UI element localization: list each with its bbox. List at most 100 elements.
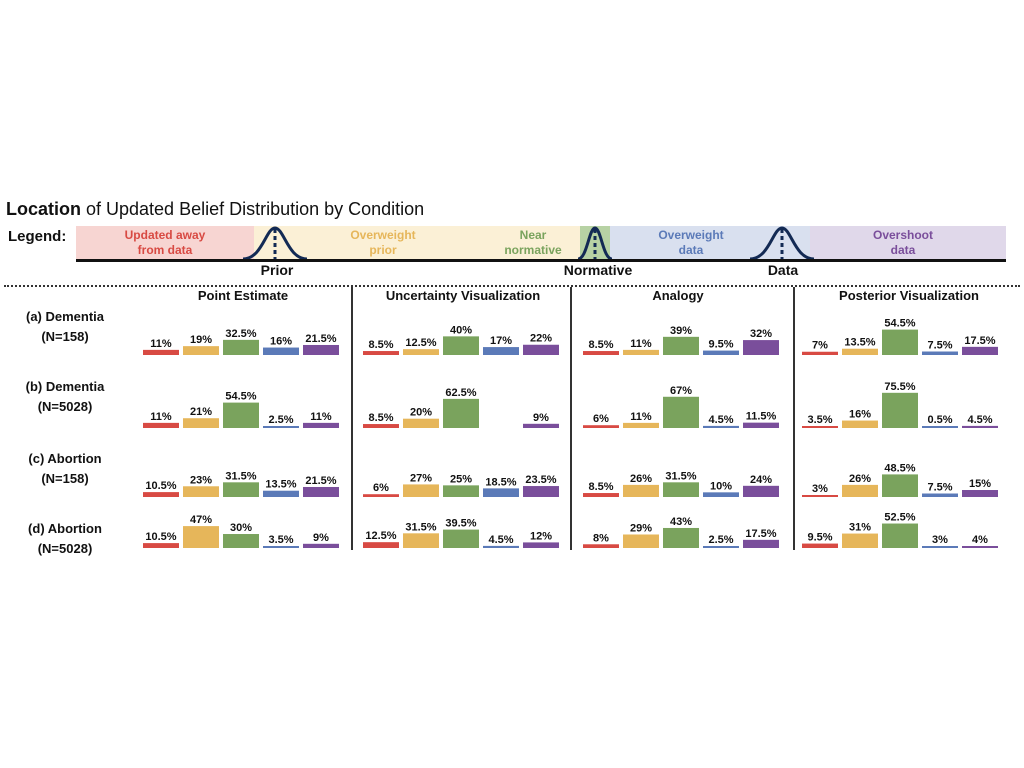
legend-text-normative: Near normative <box>504 228 562 257</box>
bar-r0-c0-data <box>263 347 299 355</box>
bar-r3-c2-overshoot <box>743 539 779 548</box>
bar-label-r3-c3-normative: 52.5% <box>884 512 915 524</box>
bar-label-r2-c1-normative: 25% <box>450 473 472 485</box>
bar-label-r1-c2-data: 4.5% <box>708 414 733 426</box>
bar-label-r1-c0-overshoot: 11% <box>310 411 332 423</box>
legend-band-prior <box>254 226 580 261</box>
bar-r0-c0-prior <box>183 346 219 355</box>
bar-label-r2-c2-prior: 26% <box>630 473 652 485</box>
bar-label-r0-c3-normative: 54.5% <box>884 318 915 330</box>
bar-r0-c0-normative <box>223 339 259 355</box>
bar-label-r1-c0-data: 2.5% <box>268 414 293 426</box>
legend-label: Legend: <box>8 228 67 245</box>
bar-r0-c1-overshoot <box>523 344 559 355</box>
bar-label-r2-c0-overshoot: 21.5% <box>305 475 336 487</box>
bar-label-r0-c0-data: 16% <box>270 336 292 348</box>
bar-r3-c2-prior <box>623 534 659 548</box>
bar-label-r3-c0-normative: 30% <box>230 522 252 534</box>
bar-r2-c0-data <box>263 490 299 497</box>
bar-label-r0-c3-prior: 13.5% <box>844 337 875 349</box>
bar-label-r1-c3-overshoot: 4.5% <box>967 414 992 426</box>
bar-r0-c1-normative <box>443 336 479 355</box>
legend-band-overshoot <box>810 226 1006 261</box>
bar-r2-c2-normative <box>663 482 699 497</box>
bar-label-r0-c0-overshoot: 21.5% <box>305 333 336 345</box>
bar-r1-c2-away <box>583 425 619 428</box>
bar-label-r0-c1-normative: 40% <box>450 324 472 336</box>
bar-r2-c0-overshoot <box>303 486 339 497</box>
bar-r1-c3-normative <box>882 392 918 428</box>
bar-label-r0-c2-data: 9.5% <box>708 339 733 351</box>
column-divider-3 <box>793 287 795 550</box>
bar-r0-c2-away <box>583 351 619 355</box>
bar-label-r0-c2-overshoot: 32% <box>750 328 772 340</box>
bar-label-r2-c0-data: 13.5% <box>265 479 296 491</box>
legend-text-data: Overweight data <box>658 228 724 257</box>
bar-r0-c0-away <box>143 349 179 355</box>
bar-r1-c1-overshoot <box>523 423 559 428</box>
bar-r1-c2-prior <box>623 422 659 428</box>
legend-text-away: Updated away from data <box>124 228 206 257</box>
bar-label-r3-c1-overshoot: 12% <box>530 530 552 542</box>
bar-r3-c3-overshoot <box>962 546 998 548</box>
bar-r3-c1-data <box>483 545 519 548</box>
bar-label-r0-c2-away: 8.5% <box>588 339 613 351</box>
bar-label-r2-c2-overshoot: 24% <box>750 474 772 486</box>
bar-label-r1-c3-prior: 16% <box>849 409 871 421</box>
bar-r0-c2-overshoot <box>743 340 779 355</box>
bar-label-r0-c1-prior: 12.5% <box>405 337 436 349</box>
bar-r0-c1-prior <box>403 349 439 355</box>
bar-r0-c1-data <box>483 347 519 355</box>
bar-r0-c3-normative <box>882 329 918 355</box>
column-header-posterior-visualization: Posterior Visualization <box>839 288 979 303</box>
prior-curve <box>242 226 308 261</box>
bar-r3-c0-data <box>263 546 299 548</box>
bar-label-r2-c2-data: 10% <box>710 480 732 492</box>
marker-label-normative: Normative <box>563 262 633 278</box>
bar-label-r3-c3-data: 3% <box>932 534 948 546</box>
bar-r3-c3-normative <box>882 523 918 548</box>
bar-label-r1-c2-prior: 11% <box>630 411 652 423</box>
bar-r3-c0-away <box>143 543 179 548</box>
bar-label-r2-c1-overshoot: 23.5% <box>525 474 556 486</box>
column-header-analogy: Analogy <box>652 288 704 303</box>
bar-label-r1-c3-away: 3.5% <box>807 414 832 426</box>
bar-r0-c1-away <box>363 351 399 355</box>
bar-r1-c2-data <box>703 425 739 428</box>
bar-label-r0-c0-prior: 19% <box>190 334 212 346</box>
bar-r2-c3-normative <box>882 474 918 497</box>
bar-label-r1-c2-normative: 67% <box>670 385 692 397</box>
bar-r3-c2-away <box>583 544 619 548</box>
bar-label-r3-c3-away: 9.5% <box>807 532 832 544</box>
bar-r0-c3-data <box>922 351 958 355</box>
bar-r2-c2-overshoot <box>743 485 779 497</box>
bar-r2-c0-prior <box>183 486 219 497</box>
bar-r3-c1-away <box>363 542 399 548</box>
bar-r1-c3-data <box>922 426 958 428</box>
bar-r3-c3-away <box>802 543 838 548</box>
bar-r1-c1-prior <box>403 418 439 428</box>
bar-r2-c3-away <box>802 495 838 497</box>
bar-label-r2-c3-data: 7.5% <box>927 482 952 494</box>
bar-label-r3-c0-data: 3.5% <box>268 534 293 546</box>
bar-label-r3-c1-normative: 39.5% <box>445 518 476 530</box>
bar-label-r0-c3-data: 7.5% <box>927 340 952 352</box>
bar-label-r2-c3-away: 3% <box>812 483 828 495</box>
bar-r0-c0-overshoot <box>303 344 339 355</box>
bar-label-r0-c1-data: 17% <box>490 335 512 347</box>
bar-label-r3-c1-away: 12.5% <box>365 530 396 542</box>
bar-label-r3-c3-overshoot: 4% <box>972 534 988 546</box>
bar-label-r2-c2-away: 8.5% <box>588 481 613 493</box>
bar-label-r1-c1-away: 8.5% <box>368 412 393 424</box>
row-label-abortion-158: (c) Abortion (N=158) <box>28 451 102 486</box>
bar-r0-c3-overshoot <box>962 346 998 355</box>
bar-label-r1-c3-data: 0.5% <box>927 414 952 426</box>
bar-label-r3-c2-normative: 43% <box>670 516 692 528</box>
bar-label-r2-c0-away: 10.5% <box>145 480 176 492</box>
legend-text-overshoot: Overshoot data <box>872 228 933 257</box>
bar-label-r1-c0-prior: 21% <box>190 406 212 418</box>
bar-label-r3-c2-data: 2.5% <box>708 534 733 546</box>
bar-r2-c1-away <box>363 494 399 497</box>
bar-label-r2-c0-normative: 31.5% <box>225 470 256 482</box>
